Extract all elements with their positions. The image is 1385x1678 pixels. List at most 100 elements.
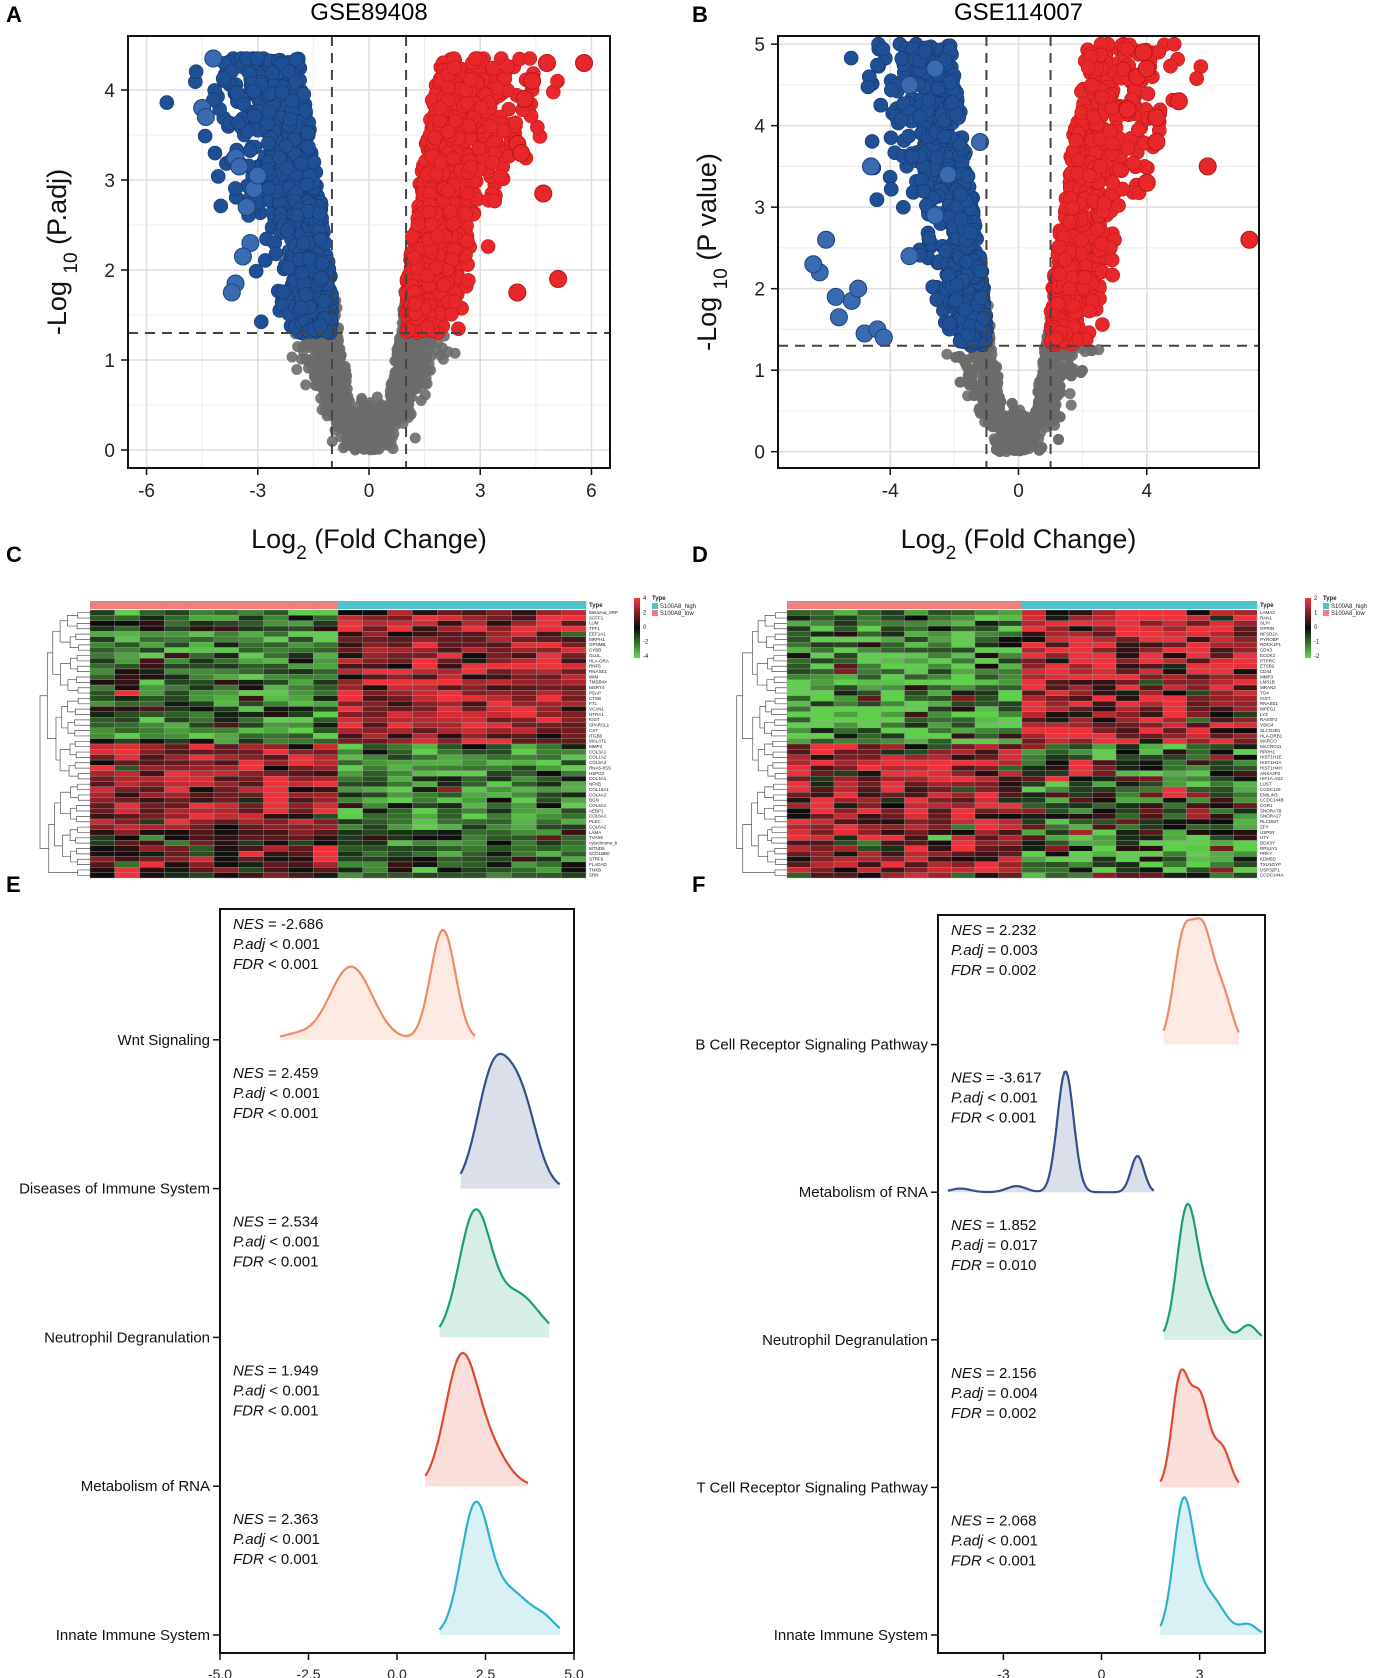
point-upregulated — [1074, 232, 1089, 248]
point-downregulated — [268, 246, 284, 262]
point-not-significant — [386, 418, 398, 430]
point-downregulated-outlier — [196, 108, 215, 126]
point-not-significant — [419, 389, 431, 401]
point-upregulated — [401, 323, 417, 338]
point-not-significant — [1046, 368, 1058, 380]
point-upregulated-outlier — [508, 283, 527, 302]
y-tick-label: 0 — [104, 441, 115, 462]
point-downregulated — [281, 63, 297, 79]
point-upregulated — [1080, 60, 1096, 75]
y-axis-label-part: -Log — [42, 274, 72, 336]
point-downregulated-outlier — [204, 49, 223, 68]
point-downregulated-outlier — [248, 166, 267, 185]
point-upregulated — [485, 60, 501, 76]
point-downregulated — [275, 284, 291, 300]
panel-letter-c: C — [6, 542, 22, 567]
point-downregulated — [210, 169, 226, 184]
point-upregulated-outlier — [549, 270, 568, 288]
point-upregulated — [1081, 303, 1097, 319]
point-downregulated — [293, 156, 309, 171]
point-upregulated — [489, 80, 505, 96]
point-upregulated — [1111, 198, 1126, 213]
point-not-significant — [979, 383, 991, 395]
point-not-significant — [389, 367, 401, 379]
point-not-significant — [334, 374, 346, 386]
point-not-significant — [286, 351, 298, 363]
point-upregulated — [1077, 270, 1092, 285]
point-upregulated — [1095, 317, 1110, 332]
point-upregulated — [441, 80, 457, 95]
point-upregulated — [447, 294, 463, 310]
point-upregulated — [463, 72, 479, 87]
point-upregulated — [408, 296, 423, 311]
point-downregulated — [278, 138, 294, 154]
point-not-significant — [291, 363, 303, 375]
point-upregulated — [1065, 298, 1081, 314]
point-not-significant — [963, 379, 975, 391]
point-not-significant — [390, 394, 402, 406]
points-layer — [159, 49, 594, 456]
point-downregulated — [260, 136, 276, 151]
point-upregulated — [1071, 152, 1086, 168]
x-axis-label: Log2 (Fold Change) — [251, 524, 487, 564]
point-upregulated — [1082, 168, 1097, 183]
point-upregulated — [480, 239, 496, 254]
point-upregulated — [500, 59, 515, 74]
y-axis-label: -Log 10 (P.adj) — [42, 169, 82, 335]
point-downregulated — [207, 145, 223, 161]
point-upregulated-outlier — [537, 54, 556, 72]
point-upregulated-outlier — [575, 54, 594, 72]
point-downregulated — [869, 192, 885, 207]
point-upregulated — [410, 217, 426, 233]
point-downregulated — [231, 115, 246, 131]
point-not-significant — [423, 363, 435, 375]
point-upregulated — [1086, 109, 1102, 125]
point-not-significant — [413, 370, 425, 382]
point-upregulated — [1051, 239, 1067, 255]
point-downregulated — [313, 232, 329, 247]
point-upregulated — [474, 99, 489, 115]
point-not-significant — [371, 391, 383, 403]
point-upregulated — [1057, 252, 1073, 268]
point-downregulated — [301, 251, 317, 266]
point-not-significant — [430, 344, 442, 356]
point-not-significant — [409, 432, 421, 444]
point-downregulated — [315, 255, 330, 271]
point-downregulated — [253, 314, 269, 330]
point-upregulated — [1120, 141, 1135, 156]
point-not-significant — [300, 379, 312, 391]
point-downregulated — [213, 198, 229, 214]
point-downregulated — [197, 128, 213, 144]
point-not-significant — [326, 435, 338, 447]
point-upregulated — [461, 273, 476, 288]
point-not-significant — [1032, 386, 1044, 398]
panel-letter-b: B — [692, 2, 708, 27]
point-upregulated — [1166, 36, 1182, 52]
point-upregulated — [1068, 133, 1084, 148]
y-axis-label-subscript: 10 — [61, 252, 82, 273]
point-upregulated — [444, 306, 459, 322]
point-upregulated — [1061, 281, 1077, 297]
point-upregulated — [522, 51, 538, 66]
x-tick-label: -3 — [249, 481, 266, 502]
point-downregulated — [265, 65, 280, 81]
point-upregulated — [461, 118, 477, 134]
panel-letter-e: E — [6, 872, 21, 897]
point-upregulated — [508, 115, 523, 131]
point-downregulated-outlier — [230, 157, 249, 176]
y-tick-label: 2 — [104, 261, 115, 282]
point-not-significant — [333, 397, 345, 409]
point-upregulated — [1093, 159, 1108, 174]
panel-letter-f: F — [692, 872, 705, 897]
point-upregulated — [1062, 214, 1078, 230]
point-upregulated — [485, 155, 500, 170]
point-upregulated — [1090, 222, 1105, 237]
point-not-significant — [378, 426, 390, 438]
y-tick-label: 4 — [104, 81, 115, 102]
point-not-significant — [320, 402, 332, 414]
point-not-significant — [420, 339, 432, 351]
point-upregulated-outlier — [515, 90, 534, 108]
point-upregulated — [1111, 162, 1127, 178]
point-upregulated — [1094, 89, 1110, 105]
